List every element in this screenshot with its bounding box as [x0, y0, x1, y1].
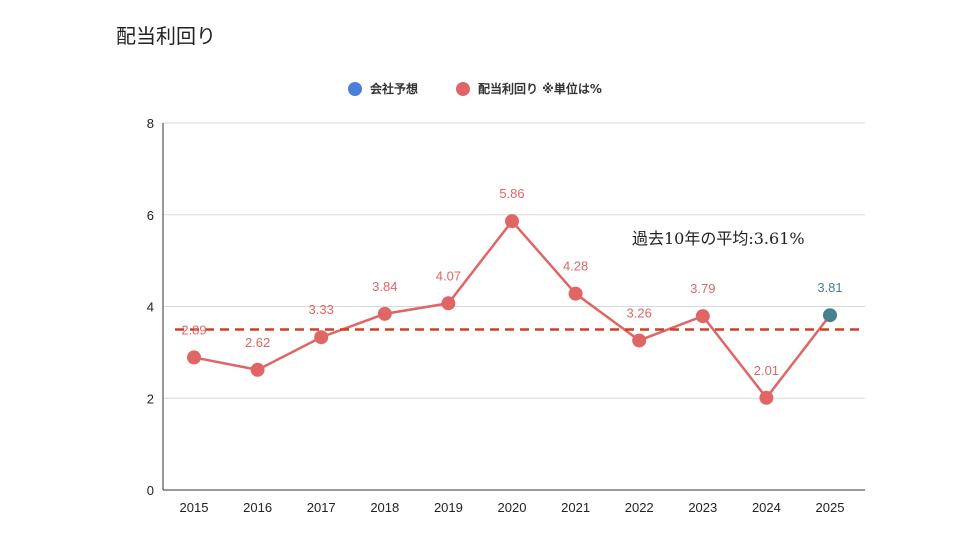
y-tick-label: 0 — [147, 483, 154, 498]
data-point — [187, 350, 201, 365]
x-tick-label: 2015 — [180, 500, 209, 515]
data-point — [632, 333, 647, 348]
x-tick-label: 2024 — [752, 500, 781, 515]
data-label: 2.89 — [181, 322, 206, 337]
x-tick-label: 2023 — [688, 500, 717, 515]
average-annotation: 過去10年の平均:3.61% — [632, 229, 805, 248]
data-label: 4.28 — [563, 259, 588, 274]
x-tick-label: 2016 — [243, 500, 272, 515]
data-label: 4.07 — [436, 268, 461, 283]
x-tick-label: 2025 — [816, 500, 845, 515]
forecast-point — [823, 308, 837, 323]
data-label: 5.86 — [499, 186, 524, 201]
legend-label-forecast: 会社予想 — [370, 81, 418, 96]
data-label: 3.79 — [690, 281, 715, 296]
data-point — [250, 362, 265, 377]
data-label: 3.33 — [309, 302, 334, 317]
y-tick-label: 4 — [147, 300, 154, 315]
data-label: 2.62 — [245, 335, 270, 350]
x-tick-label: 2018 — [370, 500, 399, 515]
data-label: 2.01 — [754, 363, 779, 378]
data-point — [568, 286, 583, 301]
data-point — [377, 306, 392, 321]
x-tick-label: 2022 — [625, 500, 654, 515]
legend-label-yield: 配当利回り ※単位は% — [478, 81, 602, 96]
data-point — [441, 296, 456, 311]
legend-marker-forecast — [348, 82, 362, 96]
forecast-label: 3.81 — [817, 280, 842, 295]
x-tick-label: 2019 — [434, 500, 463, 515]
page-title: 配当利回り — [116, 24, 216, 48]
y-tick-label: 2 — [147, 391, 154, 406]
y-tick-label: 6 — [147, 208, 154, 223]
legend-marker-yield — [456, 82, 470, 96]
data-point — [505, 214, 519, 229]
x-tick-label: 2017 — [307, 500, 336, 515]
data-label: 3.26 — [627, 305, 652, 320]
data-point — [314, 330, 329, 345]
data-point — [759, 390, 774, 405]
data-point — [695, 309, 710, 324]
x-tick-label: 2021 — [561, 500, 590, 515]
y-tick-label: 8 — [147, 116, 154, 131]
x-tick-label: 2020 — [498, 500, 527, 515]
data-label: 3.84 — [372, 279, 397, 294]
